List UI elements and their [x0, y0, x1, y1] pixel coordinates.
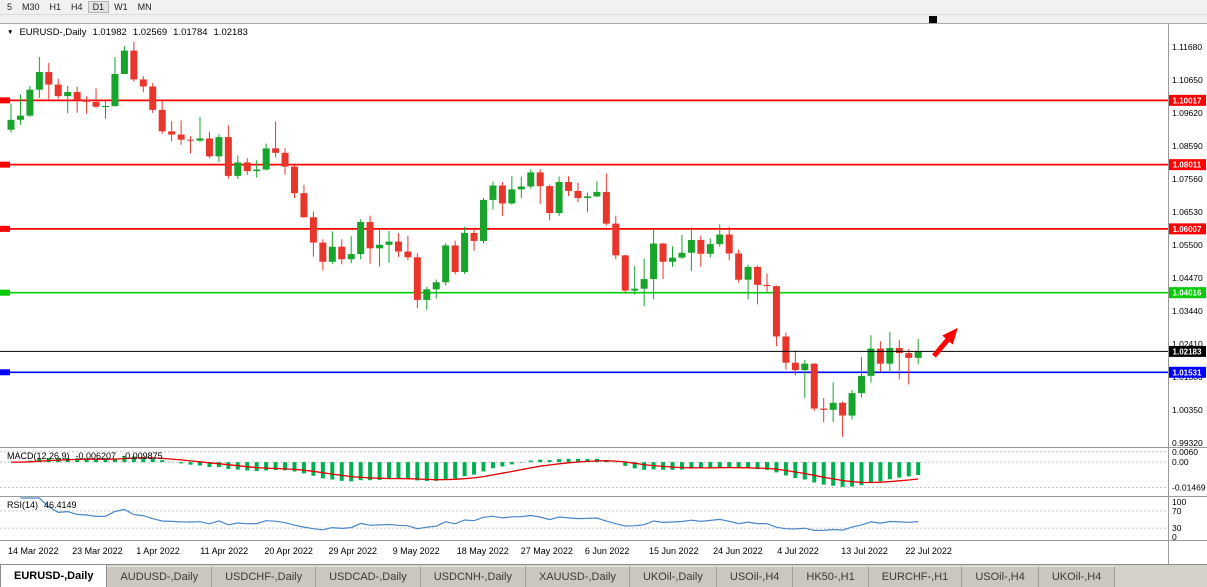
- svg-text:1 Apr 2022: 1 Apr 2022: [136, 546, 180, 556]
- ohlc-high: 1.02569: [132, 27, 168, 38]
- tab-hk50-h1[interactable]: HK50-,H1: [793, 566, 869, 587]
- tab-eurchf-h1[interactable]: EURCHF-,H1: [868, 566, 963, 587]
- trend-arrow-annotation: [932, 327, 958, 358]
- timeframe-button-w1[interactable]: W1: [114, 2, 128, 12]
- tab-audusd-daily[interactable]: AUDUSD-,Daily: [107, 566, 213, 587]
- svg-text:70: 70: [1172, 506, 1182, 516]
- chart-area[interactable]: 1.11680 1.10650 1.09620 1.08590 1.07560 1.065…: [0, 23, 1207, 565]
- candlesticks: [7, 41, 922, 437]
- svg-text:1.04016: 1.04016: [1173, 289, 1202, 298]
- svg-text:14 Mar 2022: 14 Mar 2022: [8, 546, 59, 556]
- svg-text:30: 30: [1172, 523, 1182, 533]
- svg-text:-0.01469: -0.01469: [1172, 483, 1206, 493]
- tab-usoil-h4[interactable]: USOil-,H4: [716, 566, 794, 587]
- timeframe-button-m30[interactable]: M30: [22, 2, 40, 12]
- chart-tabbar: EURUSD-,Daily AUDUSD-,Daily USDCHF-,Daily U…: [0, 564, 1207, 587]
- svg-text:9 May 2022: 9 May 2022: [393, 546, 440, 556]
- svg-text:4 Jul 2022: 4 Jul 2022: [777, 546, 819, 556]
- svg-text:29 Apr 2022: 29 Apr 2022: [329, 546, 378, 556]
- svg-text:1.02183: 1.02183: [1173, 347, 1202, 356]
- chart-symbol: EURUSD-,Daily: [19, 27, 87, 38]
- svg-text:0.0060: 0.0060: [1172, 447, 1198, 457]
- svg-text:0: 0: [1172, 532, 1177, 542]
- svg-text:20 Apr 2022: 20 Apr 2022: [264, 546, 313, 556]
- support-resistance-lines: [0, 97, 1168, 376]
- svg-text:1.07560: 1.07560: [1172, 174, 1203, 184]
- tab-usdchf-daily[interactable]: USDCHF-,Daily: [212, 566, 317, 587]
- tab-xauusd-daily[interactable]: XAUUSD-,Daily: [525, 566, 630, 587]
- timeframe-button-h1[interactable]: H1: [49, 2, 62, 12]
- ohlc-open: 1.01982: [92, 27, 127, 38]
- tab-ukoil-daily[interactable]: UKOil-,Daily: [629, 566, 717, 587]
- svg-text:1.06530: 1.06530: [1172, 207, 1203, 217]
- svg-text:24 Jun 2022: 24 Jun 2022: [713, 546, 763, 556]
- svg-text:1.04470: 1.04470: [1172, 273, 1203, 283]
- svg-text:100: 100: [1172, 497, 1186, 507]
- ohlc-close: 1.02183: [213, 27, 248, 38]
- svg-text:0.99320: 0.99320: [1172, 438, 1203, 448]
- svg-text:1.00350: 1.00350: [1172, 405, 1203, 415]
- timeframe-button-mn[interactable]: MN: [137, 2, 152, 12]
- svg-text:0.00: 0.00: [1172, 457, 1189, 467]
- svg-text:18 May 2022: 18 May 2022: [457, 546, 509, 556]
- price-axis: 1.11680 1.10650 1.09620 1.08590 1.07560 1.065…: [0, 24, 1207, 564]
- chart-title: ▼ EURUSD-,Daily 1.01982 1.02569 1.01784 …: [7, 27, 248, 38]
- svg-text:1.02410: 1.02410: [1172, 339, 1203, 349]
- svg-text:23 Mar 2022: 23 Mar 2022: [72, 546, 123, 556]
- svg-text:1.10650: 1.10650: [1172, 75, 1203, 85]
- timeframe-toolbar: 5 M30 H1 H4 D1 W1 MN: [0, 0, 1207, 15]
- svg-text:15 Jun 2022: 15 Jun 2022: [649, 546, 699, 556]
- rsi-indicator: [0, 497, 1168, 531]
- chart-dropdown-icon[interactable]: ▼: [7, 29, 14, 36]
- macd-indicator: [0, 451, 1168, 489]
- toolbar-gap: [0, 16, 1207, 24]
- timeframe-button-h4[interactable]: H4: [71, 2, 83, 12]
- timeframe-button-d1[interactable]: D1: [87, 1, 110, 13]
- tab-usdcad-daily[interactable]: USDCAD-,Daily: [316, 566, 421, 587]
- svg-text:13 Jul 2022: 13 Jul 2022: [841, 546, 888, 556]
- timeframe-button-5[interactable]: 5: [7, 2, 13, 12]
- price-chart-canvas[interactable]: 1.11680 1.10650 1.09620 1.08590 1.07560 1.065…: [0, 24, 1207, 564]
- date-axis: 14 Mar 2022 23 Mar 2022 1 Apr 2022 11 Apr 2…: [8, 546, 952, 556]
- svg-text:22 Jul 2022: 22 Jul 2022: [905, 546, 952, 556]
- svg-text:1.11680: 1.11680: [1172, 42, 1202, 52]
- tab-usdcnh-daily[interactable]: USDCNH-,Daily: [420, 566, 526, 587]
- svg-text:1.08590: 1.08590: [1172, 141, 1203, 151]
- svg-text:1.08011: 1.08011: [1173, 161, 1202, 170]
- svg-text:11 Apr 2022: 11 Apr 2022: [200, 546, 248, 556]
- svg-text:1.05500: 1.05500: [1172, 240, 1203, 250]
- tab-eurusd-daily[interactable]: EURUSD-,Daily: [0, 565, 108, 587]
- svg-text:1.09620: 1.09620: [1172, 108, 1203, 118]
- ohlc-low: 1.01784: [173, 27, 208, 38]
- tab-usoil-h4[interactable]: USOil-,H4: [962, 566, 1039, 587]
- svg-text:1.03440: 1.03440: [1172, 306, 1203, 316]
- svg-text:1.06007: 1.06007: [1173, 225, 1202, 234]
- svg-text:1.01531: 1.01531: [1173, 368, 1202, 377]
- chart-shift-marker[interactable]: [929, 16, 937, 24]
- tab-ukoil-h4[interactable]: UKOil-,H4: [1038, 566, 1116, 587]
- svg-text:27 May 2022: 27 May 2022: [521, 546, 573, 556]
- svg-text:1.10017: 1.10017: [1173, 96, 1202, 105]
- svg-text:6 Jun 2022: 6 Jun 2022: [585, 546, 630, 556]
